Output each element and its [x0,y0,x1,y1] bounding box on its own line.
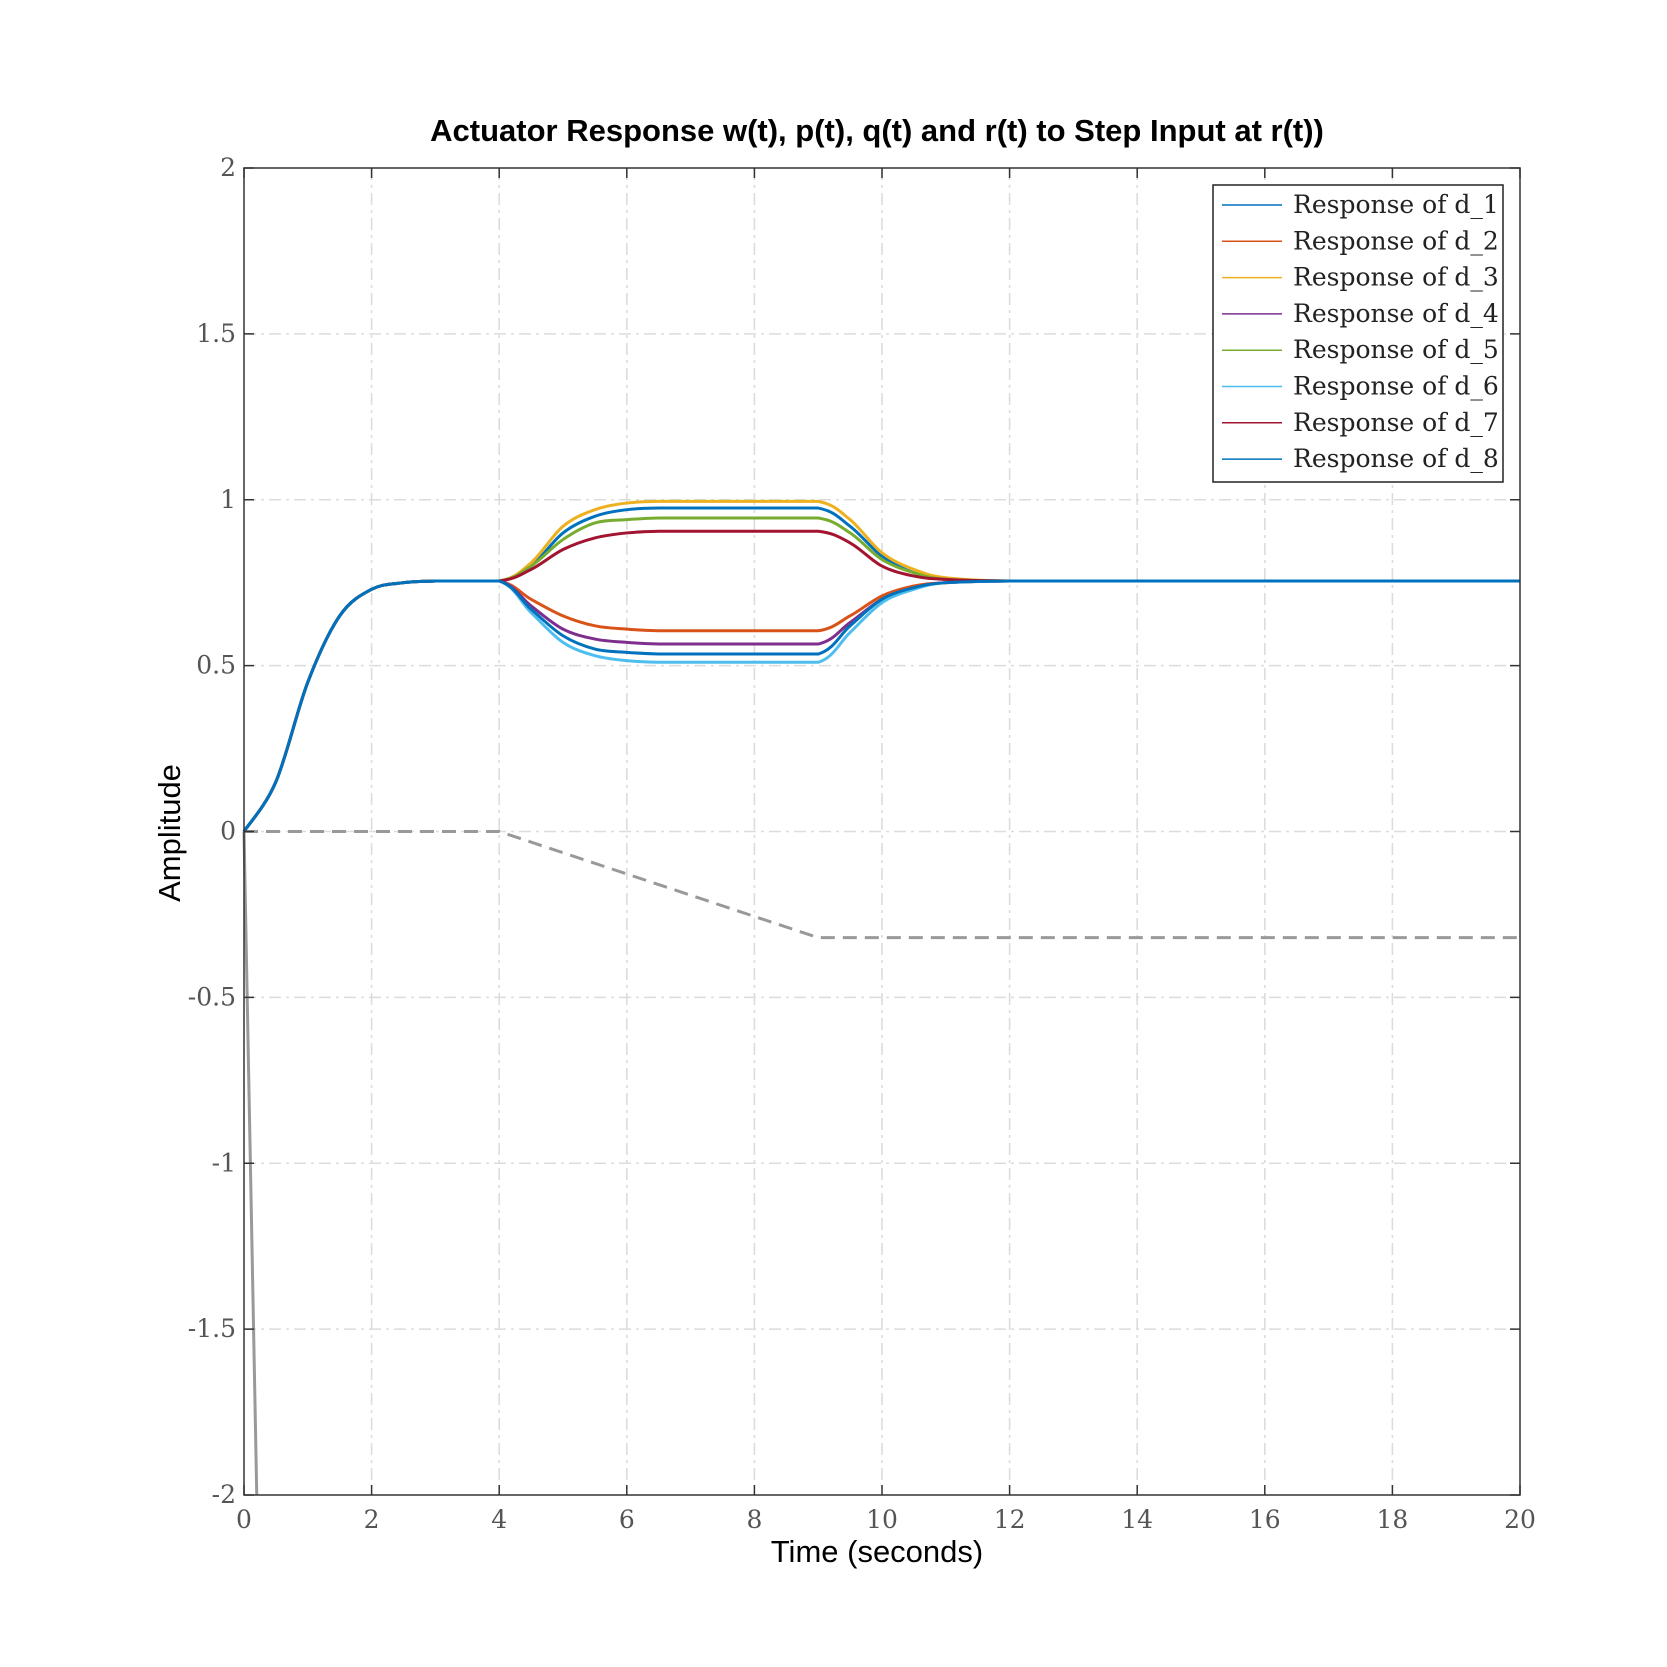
y-tick-label: 0 [220,817,236,846]
y-tick-label: 2 [220,153,236,182]
legend-entry: Response of d_6 [1222,372,1499,401]
legend-label: Response of d_3 [1293,263,1499,292]
x-tick-label: 18 [1376,1505,1408,1534]
legend-label: Response of d_4 [1293,299,1499,328]
legend-label: Response of d_1 [1293,190,1499,219]
legend-entry: Response of d_1 [1222,190,1499,219]
y-tick-label: 1.5 [196,319,236,348]
legend-entry: Response of d_3 [1222,263,1499,292]
legend-box [1212,184,1504,483]
grid [244,168,1520,1495]
legend-items: Response of d_1 Response of d_2 Response o… [1222,190,1499,473]
legend-entry: Response of d_2 [1222,226,1499,255]
x-tick-label: 0 [236,1505,252,1534]
x-tick-label: 4 [491,1505,507,1534]
x-tick-label: 14 [1121,1505,1153,1534]
legend-label: Response of d_5 [1293,335,1499,364]
y-tick-label: 1 [220,485,236,514]
x-tick-label: 6 [619,1505,635,1534]
y-tick-label: -0.5 [188,982,236,1011]
x-tick-label: 8 [746,1505,762,1534]
series-line-d8 [242,579,1520,833]
x-tick-label: 10 [866,1505,898,1534]
legend: Response of d_1 Response of d_2 Response o… [1212,184,1504,483]
x-tick-label: 20 [1504,1505,1536,1534]
y-tick-label: -1 [212,1148,236,1177]
y-axis-label: Amplitude [152,764,187,902]
x-tick-label: 12 [994,1505,1026,1534]
legend-entry: Response of d_4 [1222,299,1499,328]
y-tick-label: -2 [212,1480,236,1509]
legend-entry: Response of d_5 [1222,335,1499,364]
legend-label: Response of d_7 [1293,408,1499,437]
chart-title: Actuator Response w(t), p(t), q(t) and r… [430,113,1324,148]
y-tick-label: 0.5 [196,651,236,680]
series-layer [242,499,1520,1496]
legend-label: Response of d_8 [1293,444,1499,473]
y-tick-label: -1.5 [188,1314,236,1343]
legend-label: Response of d_6 [1293,372,1499,401]
x-axis-label: Time (seconds) [771,1534,983,1569]
reference-line-1 [244,830,1520,940]
legend-entry: Response of d_8 [1222,444,1499,473]
legend-entry: Response of d_7 [1222,408,1499,437]
legend-label: Response of d_2 [1293,226,1499,255]
x-tick-label: 2 [364,1505,380,1534]
ticks: 0 2 4 6 8 10 12 14 16 18 20 2 1.5 1 0.5 0 -0.5 -1 -1.5 -2 [188,153,1536,1534]
x-tick-label: 16 [1249,1505,1281,1534]
